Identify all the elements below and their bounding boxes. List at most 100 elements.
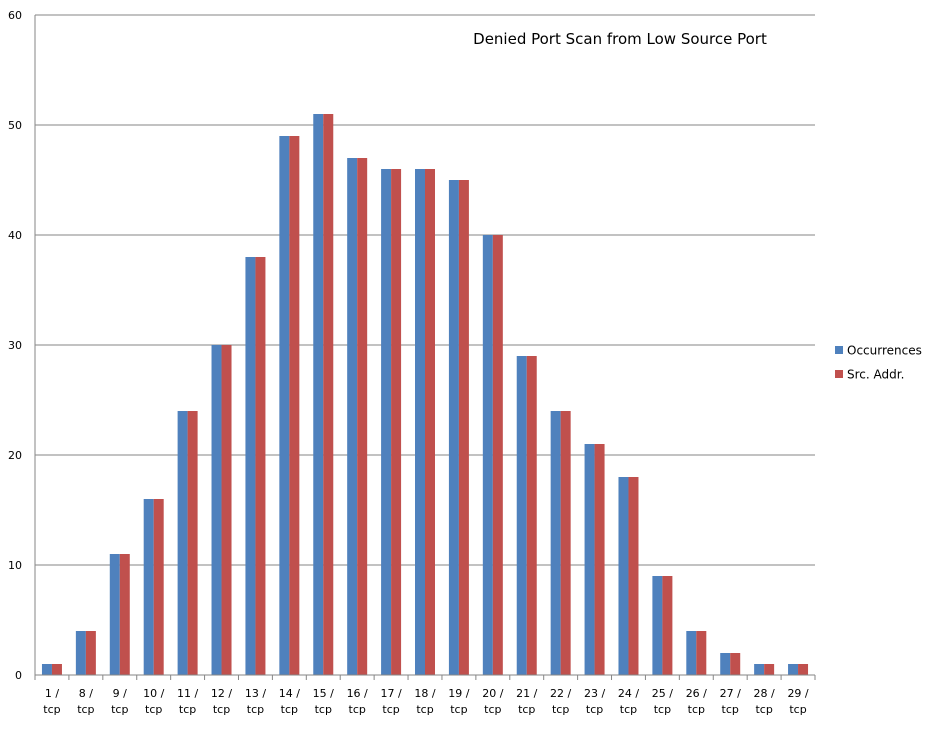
x-tick-label: 1 / tcp [43, 687, 60, 716]
y-tick-label: 50 [8, 119, 22, 132]
x-tick-label: 16 / tcp [347, 687, 368, 716]
x-tick-label-line: tcp [688, 703, 705, 716]
x-tick-label-line: 26 / [686, 687, 707, 700]
x-tick-label-line: 18 / [414, 687, 435, 700]
x-tick-label-line: 12 / [211, 687, 232, 700]
x-tick-label-line: tcp [247, 703, 264, 716]
x-tick-label: 12 / tcp [211, 687, 232, 716]
x-tick-label: 15 / tcp [313, 687, 334, 716]
x-tick-label-line: 1 / [45, 687, 59, 700]
x-tick-label: 27 / tcp [720, 687, 741, 716]
x-tick-label: 13 / tcp [245, 687, 266, 716]
x-tick-label-line: tcp [179, 703, 196, 716]
x-tick-label-line: 14 / [279, 687, 300, 700]
x-tick-label: 25 / tcp [652, 687, 673, 716]
x-tick-label-line: tcp [620, 703, 637, 716]
x-tick-label-line: tcp [145, 703, 162, 716]
x-tick-label-line: 9 / [113, 687, 127, 700]
x-tick-label-line: tcp [518, 703, 535, 716]
x-tick-label-line: tcp [450, 703, 467, 716]
x-tick-label-line: 22 / [550, 687, 571, 700]
bar-src-addr-21 [764, 664, 775, 675]
x-tick-label-line: 21 / [516, 687, 537, 700]
bar-src-addr-0 [51, 664, 62, 675]
x-tick-label-line: tcp [281, 703, 298, 716]
bar-src-addr-19 [696, 631, 707, 675]
bar-src-addr-12 [458, 180, 469, 675]
x-tick-label: 14 / tcp [279, 687, 300, 716]
bar-occurrences-3 [143, 499, 154, 675]
x-tick-label-line: 27 / [720, 687, 741, 700]
x-tick-label-line: tcp [586, 703, 603, 716]
x-tick-label-line: 19 / [448, 687, 469, 700]
bar-src-addr-6 [255, 257, 266, 675]
bar-occurrences-0 [41, 664, 52, 675]
x-tick-label: 11 / tcp [177, 687, 198, 716]
bar-src-addr-7 [289, 136, 300, 675]
bars [41, 114, 809, 675]
bar-src-addr-11 [425, 169, 435, 675]
legend-swatch-1 [835, 370, 843, 378]
bar-occurrences-7 [279, 136, 290, 675]
bar-occurrences-20 [720, 653, 731, 675]
x-tick-label-line: 23 / [584, 687, 605, 700]
y-tick-label: 40 [8, 229, 22, 242]
y-tick-label: 20 [8, 449, 22, 462]
y-tick-label: 60 [8, 9, 22, 22]
x-tick-label-line: tcp [484, 703, 501, 716]
x-tick-label-line: 25 / [652, 687, 673, 700]
x-tick-label: 21 / tcp [516, 687, 537, 716]
x-tick-label-line: tcp [789, 703, 806, 716]
x-tick-label-line: tcp [315, 703, 332, 716]
x-tick-label-line: tcp [111, 703, 128, 716]
x-tick-label-line: 15 / [313, 687, 334, 700]
y-tick-label: 0 [15, 669, 22, 682]
x-tick-label-line: tcp [654, 703, 671, 716]
x-tick-label-line: 10 / [143, 687, 164, 700]
x-tick-label: 17 / tcp [380, 687, 401, 716]
x-tick-label: 22 / tcp [550, 687, 571, 716]
x-tick-label-line: tcp [722, 703, 739, 716]
bar-occurrences-1 [75, 631, 86, 675]
bar-occurrences-21 [754, 664, 765, 675]
legend-swatch-0 [835, 346, 843, 354]
bar-occurrences-14 [516, 356, 527, 675]
x-tick-label-line: tcp [43, 703, 60, 716]
bar-src-addr-10 [391, 169, 402, 675]
bar-occurrences-19 [686, 631, 697, 675]
bar-src-addr-8 [323, 114, 334, 675]
bar-occurrences-4 [177, 411, 188, 675]
bar-occurrences-9 [347, 158, 358, 675]
bar-occurrences-17 [618, 477, 629, 675]
x-tick-label-line: tcp [416, 703, 433, 716]
bar-occurrences-18 [652, 576, 663, 675]
bar-src-addr-14 [526, 356, 537, 675]
x-tick-label-line: 24 / [618, 687, 639, 700]
x-tick-label-line: 16 / [347, 687, 368, 700]
bar-src-addr-16 [594, 444, 605, 675]
bar-occurrences-13 [482, 235, 493, 675]
x-tick-label-line: 8 / [79, 687, 93, 700]
x-tick-label: 8 / tcp [77, 687, 94, 716]
chart-title: Denied Port Scan from Low Source Port [473, 30, 767, 48]
x-tick-label: 28 / tcp [754, 687, 775, 716]
bar-src-addr-13 [492, 235, 503, 675]
x-tick-label-line: 29 / [787, 687, 808, 700]
axes [34, 15, 816, 680]
x-tick-label: 9 / tcp [111, 687, 128, 716]
x-tick-label: 10 / tcp [143, 687, 164, 716]
bar-src-addr-9 [357, 158, 368, 675]
bar-occurrences-16 [584, 444, 595, 675]
bar-src-addr-5 [221, 345, 232, 675]
x-tick-label: 23 / tcp [584, 687, 605, 716]
x-tick-label-line: 13 / [245, 687, 266, 700]
x-tick-label: 24 / tcp [618, 687, 639, 716]
bar-occurrences-2 [109, 554, 120, 675]
x-tick-label: 29 / tcp [787, 687, 808, 716]
x-tick-label-line: 17 / [380, 687, 401, 700]
x-tick-label: 20 / tcp [482, 687, 503, 716]
x-tick-label: 19 / tcp [448, 687, 469, 716]
bar-occurrences-8 [313, 114, 324, 675]
